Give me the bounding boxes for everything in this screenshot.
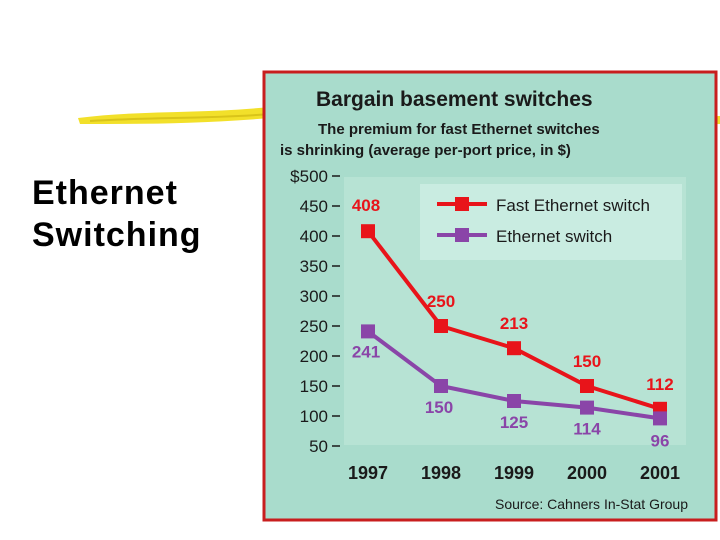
legend-ethernet-marker — [455, 228, 469, 242]
x-tick-label: 1998 — [421, 463, 461, 483]
legend-fast-marker — [455, 197, 469, 211]
y-tick-label: 50 — [309, 437, 328, 456]
chart-title: Bargain basement switches — [316, 88, 593, 111]
data-label: 408 — [352, 196, 380, 215]
data-point-marker — [580, 400, 594, 415]
y-tick-label: $500 — [290, 167, 328, 186]
y-axis: $500 450 400 350 300 250 200 150 100 50 — [290, 167, 340, 456]
data-label: 112 — [646, 375, 673, 394]
legend-fast-label: Fast Ethernet switch — [496, 196, 650, 215]
y-tick-label: 200 — [300, 347, 328, 366]
series-layer: 408 250 213 150 112 241 150 125 114 96 — [352, 196, 674, 450]
y-tick-label: 400 — [300, 227, 328, 246]
y-tick-label: 250 — [300, 317, 328, 336]
slide-title: Ethernet Switching — [32, 172, 202, 256]
data-point-marker — [580, 379, 594, 393]
data-label: 213 — [500, 314, 528, 333]
chart-source: Source: Cahners In-Stat Group — [495, 496, 688, 512]
data-point-marker — [653, 411, 667, 426]
slide-title-line-2: Switching — [32, 216, 202, 254]
x-tick-label: 1997 — [348, 463, 388, 483]
x-tick-label: 2001 — [640, 463, 680, 483]
data-point-marker — [361, 324, 375, 339]
data-label: 125 — [500, 413, 528, 432]
data-point-marker — [434, 379, 448, 393]
data-label: 241 — [352, 342, 380, 361]
data-label: 250 — [427, 292, 455, 311]
legend-ethernet-label: Ethernet switch — [496, 227, 612, 246]
y-tick-label: 300 — [300, 287, 328, 306]
legend-box — [420, 184, 682, 260]
data-label: 150 — [573, 352, 601, 371]
x-axis: 1997 1998 1999 2000 2001 — [348, 463, 680, 483]
chart-subtitle-1: The premium for fast Ethernet switches — [318, 121, 600, 138]
data-label: 114 — [573, 420, 601, 439]
data-point-marker — [434, 319, 448, 333]
y-tick-label: 450 — [300, 197, 328, 216]
data-label: 150 — [425, 398, 453, 417]
y-tick-label: 100 — [300, 407, 328, 426]
data-point-marker — [507, 341, 521, 356]
x-tick-label: 2000 — [567, 463, 607, 483]
chart-subtitle-2: is shrinking (average per-port price, in… — [280, 142, 571, 159]
data-label: 96 — [651, 431, 670, 450]
slide-title-line-1: Ethernet — [32, 174, 178, 212]
legend: Fast Ethernet switch Ethernet switch — [420, 184, 682, 260]
y-tick-label: 150 — [300, 377, 328, 396]
data-point-marker — [361, 224, 375, 239]
data-point-marker — [507, 394, 521, 408]
x-tick-label: 1999 — [494, 463, 534, 483]
y-tick-label: 350 — [300, 257, 328, 276]
